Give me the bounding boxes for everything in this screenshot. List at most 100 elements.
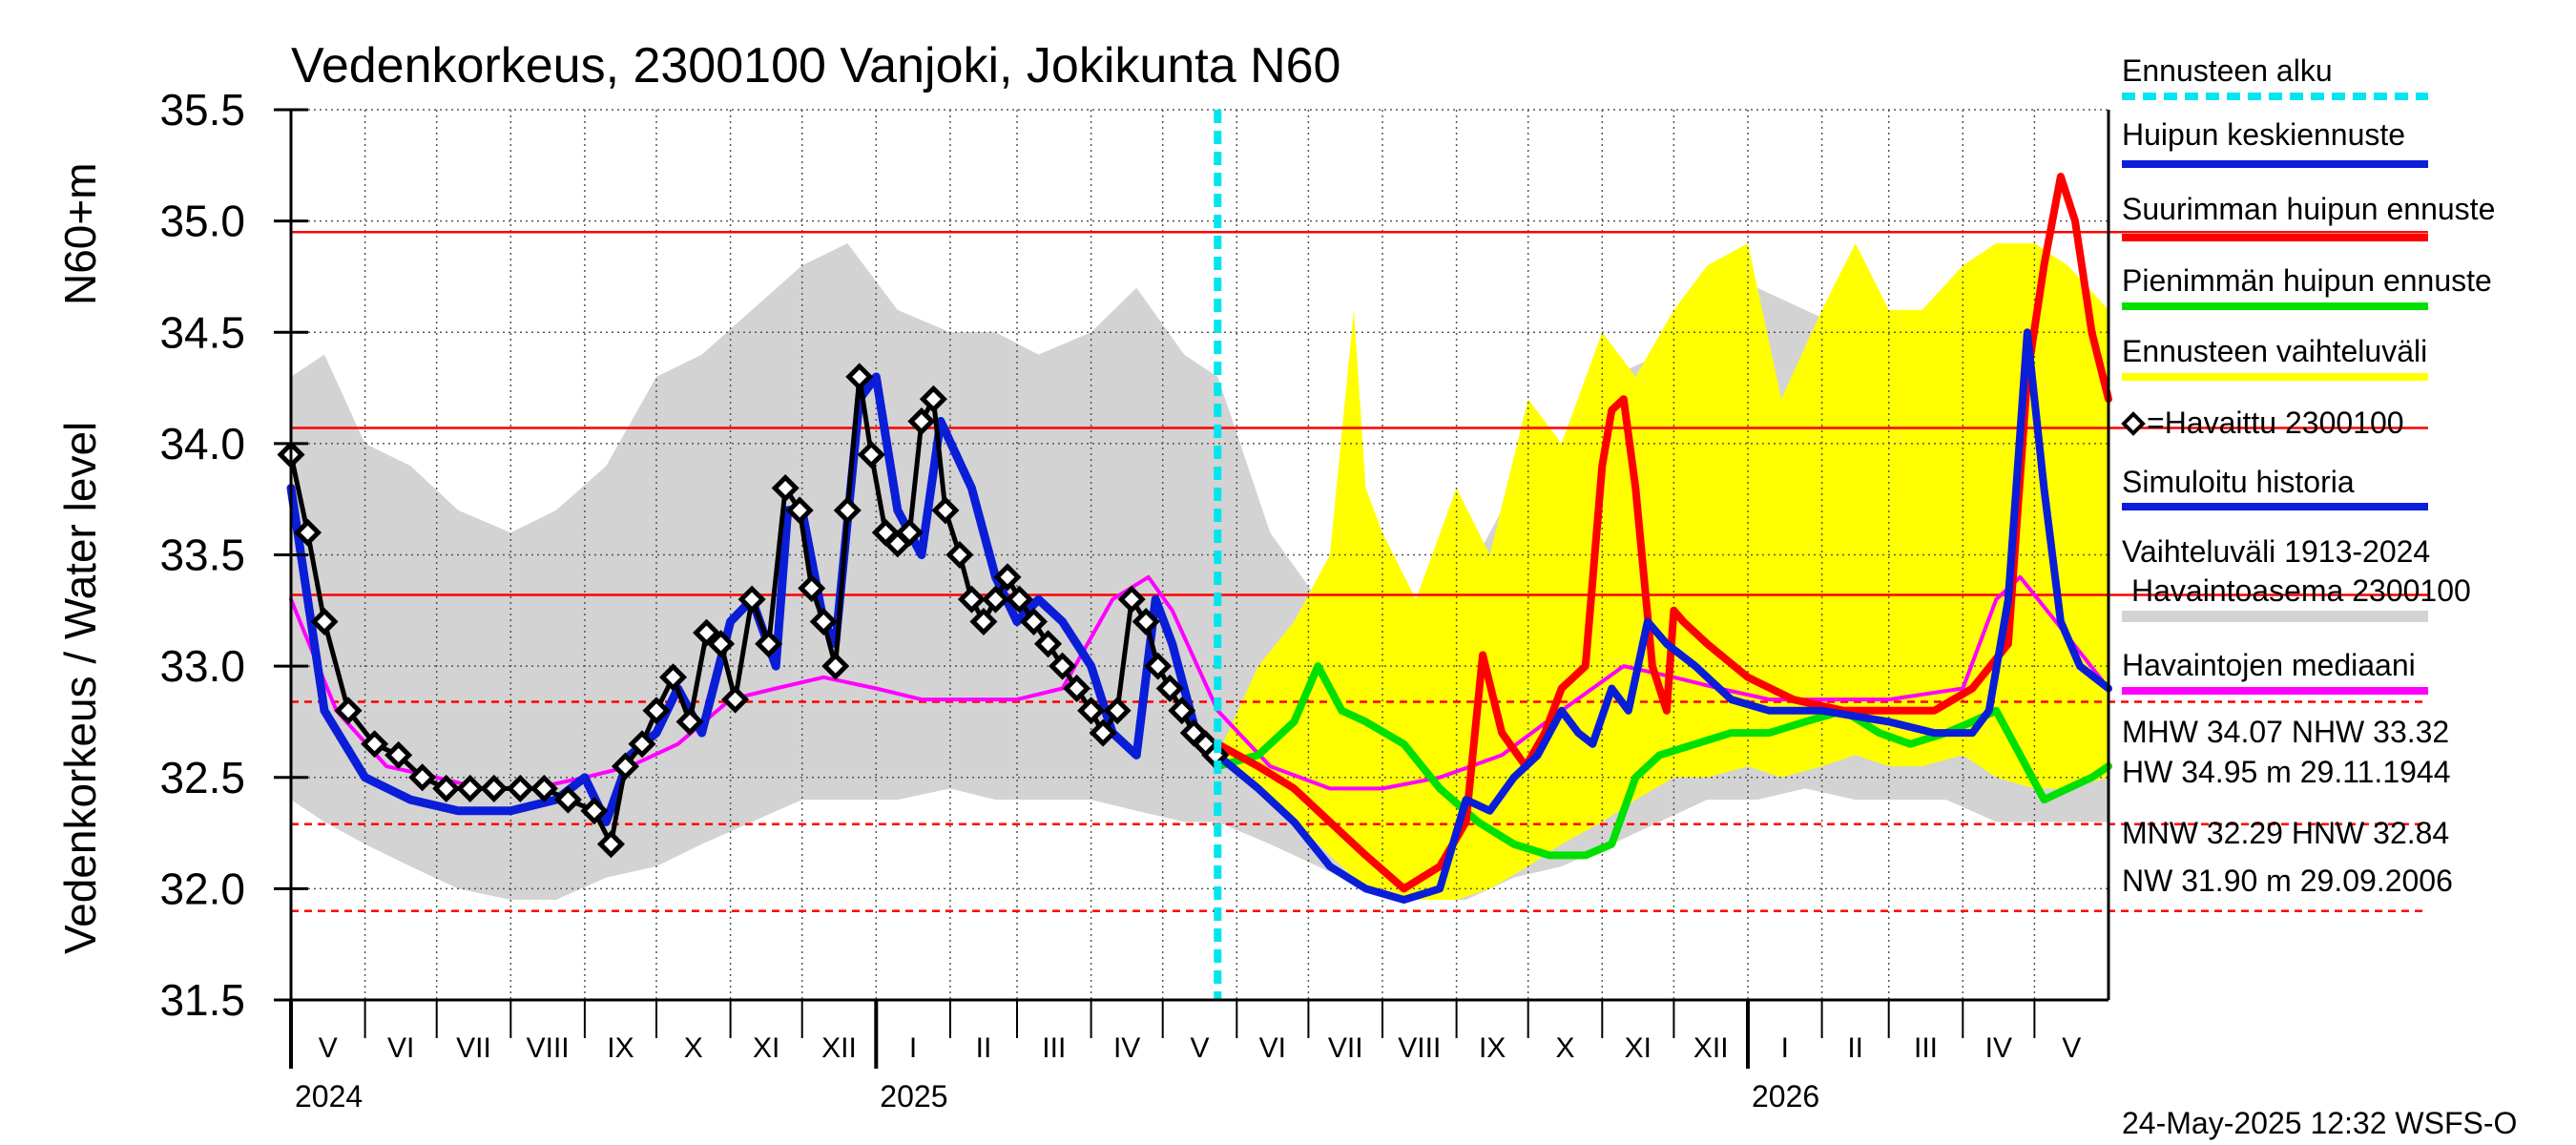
legend-label: Pienimmän huipun ennuste [2122,263,2492,298]
legend-label: Havaintojen mediaani [2122,648,2416,682]
observed-point [737,585,766,614]
observed-point [293,518,322,547]
observed-point [1117,585,1146,614]
y-tick-label: 32.0 [159,864,245,913]
month-label: VIII [1398,1032,1441,1064]
observed-point [969,607,998,636]
observed-point [1034,630,1063,658]
observed-point [821,652,850,680]
footer-timestamp: 24-May-2025 12:32 WSFS-O [2122,1106,2517,1140]
y-tick-label: 35.0 [159,197,245,246]
observed-point [432,774,461,802]
month-label: VII [1328,1032,1363,1064]
legend-label: Huipun keskiennuste [2122,117,2405,152]
series-line-min-peak [1214,662,2112,860]
observed-point [456,774,485,802]
axes-layer: 31.532.032.533.033.534.034.535.035.5V VI V… [159,85,2110,1114]
observed-point [480,774,509,802]
legend-label: Ennusteen alku [2122,53,2333,88]
month-label: V [1190,1032,1209,1064]
observed-point [1063,674,1091,702]
month-label: XII [1693,1032,1729,1064]
month-label: V [319,1032,338,1064]
legend-label: Havaintoasema 2300100 [2131,573,2471,608]
y-axis-unit: N60+m [55,162,105,305]
observed-point [628,730,656,759]
month-label: IV [1985,1032,2012,1064]
month-label: VI [387,1032,414,1064]
month-label: VII [456,1032,491,1064]
legend-label: Vaihteluväli 1913-2024 [2122,534,2430,569]
month-label: VIII [527,1032,570,1064]
observed-point [334,697,363,725]
observed-point [384,740,413,769]
observed-point [771,473,800,503]
observed-point [658,663,688,692]
observed-point [981,585,1010,614]
month-label: IX [1479,1032,1506,1064]
observed-point [530,774,558,802]
legend-diamond-swatch [2121,411,2146,436]
month-label: I [1781,1032,1789,1064]
observed-point [675,707,704,736]
observed-point [310,607,339,636]
month-label: IV [1113,1032,1140,1064]
observed-point [693,618,721,647]
y-tick-label: 33.5 [159,531,245,580]
stats-line: MHW 34.07 NHW 33.32 [2122,715,2449,749]
reference-lines-layer [291,231,2428,912]
stats-line: MNW 32.29 HNW 32.84 [2122,816,2449,850]
month-label: VI [1259,1032,1286,1064]
observed-point [1132,607,1160,636]
legend-label: =Havaittu 2300100 [2147,406,2404,440]
observed-point [957,585,986,614]
observed-point [857,441,885,469]
month-label: X [1555,1032,1574,1064]
observed-point [945,540,974,570]
month-label: XI [753,1032,779,1064]
month-label: XII [821,1032,857,1064]
observed-point [755,630,783,658]
legend-label: Suurimman huipun ennuste [2122,192,2495,226]
observed-point [580,797,609,825]
month-label: I [909,1032,917,1064]
month-label: II [976,1032,992,1064]
observed-point [721,685,750,714]
month-label: III [1914,1032,1938,1064]
statistics-text: MHW 34.07 NHW 33.32 HW 34.95 m 29.11.1944… [2122,715,2453,898]
month-label: XI [1625,1032,1652,1064]
observed-point [907,407,936,436]
legend-label: Simuloitu historia [2122,465,2355,499]
y-tick-label: 33.0 [159,641,245,691]
observed-point [1103,697,1132,725]
month-label: V [2062,1032,2081,1064]
observed-point [642,697,671,725]
observed-point [707,630,736,658]
observed-point [611,752,639,781]
y-tick-label: 32.5 [159,753,245,802]
stats-line: HW 34.95 m 29.11.1944 [2122,755,2451,789]
year-label: 2025 [880,1079,947,1114]
observed-point [798,573,826,603]
month-label: IX [607,1032,634,1064]
y-tick-label: 31.5 [159,975,245,1025]
observed-point [361,730,389,759]
observed-point [1019,607,1049,636]
observed-point [931,496,960,525]
observed-layer [277,363,1230,859]
observed-point [1049,652,1077,680]
observed-point [1089,718,1117,747]
chart-title: Vedenkorkeus, 2300100 Vanjoki, Jokikunta… [291,38,1340,94]
year-label: 2026 [1752,1079,1819,1114]
observed-point [553,785,582,814]
y-tick-label: 34.5 [159,307,245,357]
observed-point [596,830,625,859]
observed-point [1077,697,1106,725]
legend-label: Ennusteen vaihteluväli [2122,334,2427,368]
y-axis-label: Vedenkorkeus / Water level [55,422,105,954]
observed-point [919,385,947,413]
observed-point [809,607,838,636]
month-label: II [1847,1032,1863,1064]
observed-point [895,518,924,547]
